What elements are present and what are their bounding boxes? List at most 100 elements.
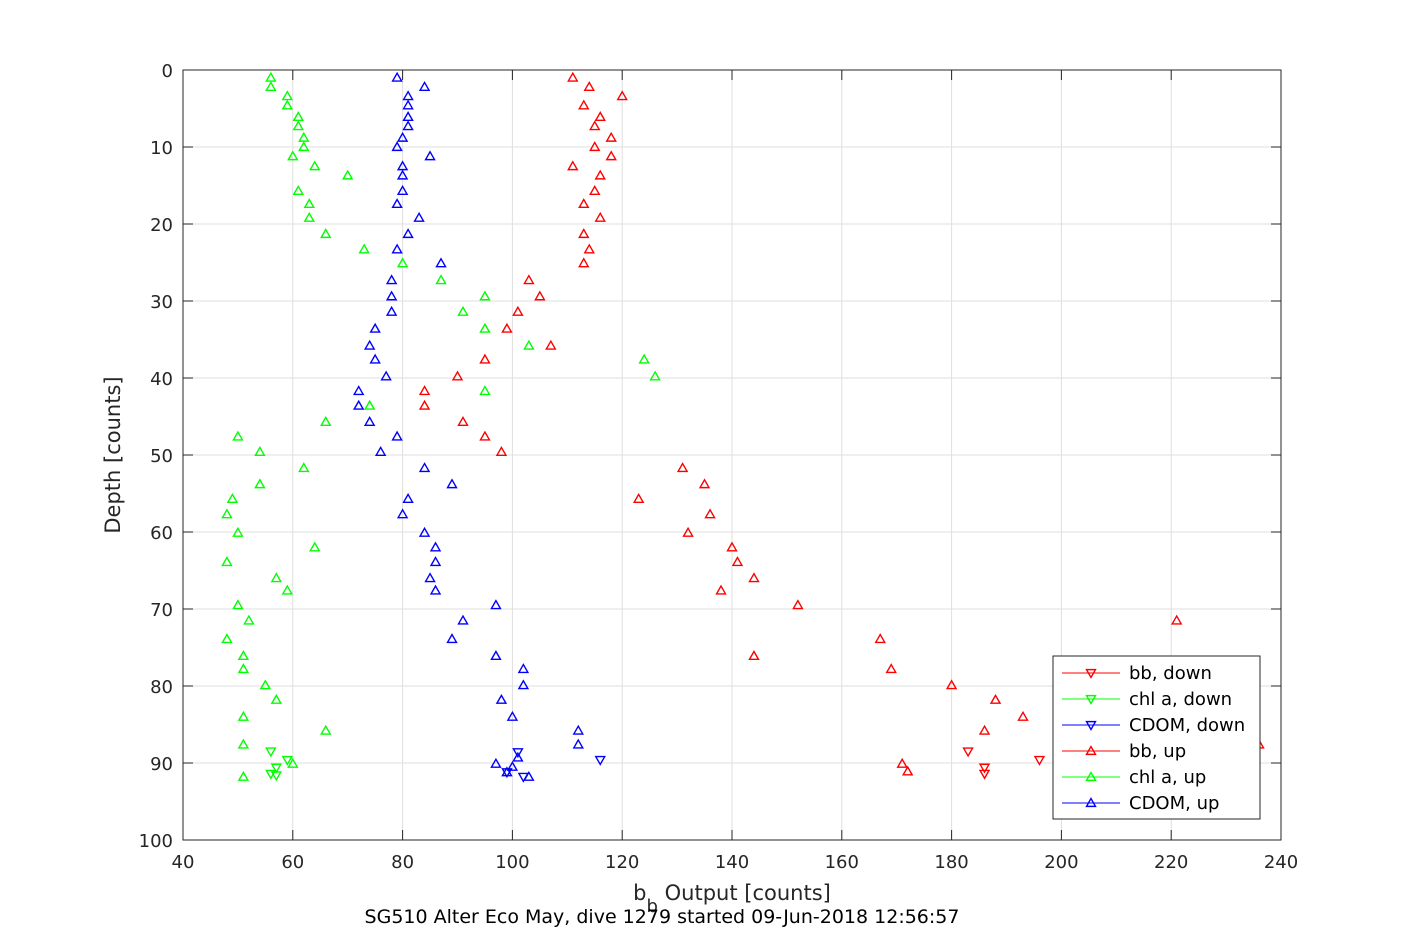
- data-point: [583, 243, 595, 254]
- data-point: [281, 755, 294, 766]
- series-bb-down: [962, 747, 1046, 780]
- data-point: [352, 399, 365, 410]
- data-point: [396, 508, 409, 519]
- data-point: [298, 141, 310, 152]
- data-point: [287, 757, 299, 768]
- data-point: [287, 150, 299, 161]
- data-point: [457, 415, 469, 426]
- data-point: [391, 71, 403, 82]
- data-point: [396, 184, 409, 195]
- legend-label: bb, up: [1129, 741, 1186, 762]
- data-point: [385, 274, 398, 285]
- data-point: [501, 766, 513, 777]
- data-point: [374, 446, 387, 456]
- x-tick-label: 140: [715, 852, 749, 873]
- legend-box: [1052, 655, 1261, 820]
- data-point: [874, 633, 886, 644]
- data-point: [572, 724, 584, 735]
- data-point: [221, 508, 233, 519]
- data-point: [490, 650, 502, 661]
- data-point: [1033, 755, 1046, 766]
- data-point: [698, 478, 711, 489]
- data-point: [523, 274, 535, 285]
- data-point: [418, 526, 431, 537]
- data-point: [978, 763, 991, 774]
- legend-marker: [1085, 720, 1097, 731]
- data-point: [363, 399, 376, 410]
- data-point: [320, 415, 332, 426]
- y-axis-ticks: 0 10 20 30 40 50 60 70 80 90 100: [139, 61, 1281, 852]
- data-point: [583, 81, 595, 92]
- data-point: [506, 710, 519, 721]
- data-point: [221, 556, 233, 567]
- data-point: [605, 150, 617, 161]
- data-point: [567, 160, 579, 171]
- legend-label: chl a, down: [1129, 689, 1232, 710]
- data-point: [534, 290, 546, 301]
- data-point: [418, 462, 431, 473]
- data-point: [748, 650, 760, 661]
- legend-marker: [1085, 797, 1097, 808]
- data-point: [270, 763, 283, 774]
- data-markers: [221, 71, 1265, 783]
- data-point: [413, 211, 425, 222]
- x-tick-label: 220: [1154, 852, 1188, 873]
- data-point: [578, 228, 590, 239]
- data-point: [978, 724, 991, 735]
- data-point: [402, 228, 414, 239]
- data-point: [270, 572, 283, 583]
- data-point: [512, 751, 524, 762]
- data-point: [237, 650, 250, 661]
- data-point: [352, 385, 365, 396]
- data-point: [270, 771, 283, 782]
- data-point: [649, 370, 661, 381]
- data-point: [424, 150, 436, 161]
- legend-label: bb, down: [1129, 663, 1212, 684]
- y-tick-label: 90: [150, 754, 173, 775]
- data-point: [391, 430, 403, 441]
- data-point: [265, 81, 277, 92]
- data-point: [506, 760, 519, 771]
- data-point: [896, 757, 908, 768]
- x-axis-label: bb Output [counts]: [633, 881, 831, 917]
- data-point: [715, 584, 727, 595]
- data-point: [402, 492, 414, 503]
- data-point: [320, 724, 332, 735]
- data-point: [402, 99, 414, 110]
- x-tick-label: 240: [1264, 852, 1298, 873]
- data-point: [885, 663, 897, 674]
- data-point: [298, 462, 310, 473]
- data-point: [281, 99, 294, 110]
- data-point: [676, 462, 689, 473]
- data-point: [517, 679, 530, 690]
- data-point: [363, 339, 376, 350]
- legend-label: chl a, up: [1129, 767, 1206, 788]
- y-tick-label: 60: [150, 523, 173, 544]
- data-point: [446, 633, 458, 644]
- legend: bb, down chl a, down CDOM, down bb, up chl a…: [1052, 655, 1261, 820]
- y-tick-label: 10: [150, 138, 173, 159]
- y-axis-label: Depth [counts]: [101, 376, 125, 533]
- data-point: [748, 572, 760, 583]
- series-cdom-up: [352, 71, 584, 781]
- x-axis-label-rest: Output [counts]: [658, 881, 831, 905]
- data-point: [259, 679, 272, 690]
- data-point: [572, 738, 584, 749]
- series-chl-a-up: [221, 71, 661, 781]
- data-point: [226, 492, 239, 503]
- data-point: [1017, 710, 1029, 721]
- series-bb-up: [418, 71, 1265, 776]
- data-point: [435, 257, 447, 268]
- data-point: [309, 541, 321, 552]
- legend-entry: chl a, up: [1062, 767, 1206, 788]
- data-point: [418, 385, 431, 396]
- data-point: [254, 446, 266, 456]
- data-point: [490, 757, 502, 768]
- x-axis-ticks: 40 60 80 100 120 140 160 180 200 220 240: [172, 70, 1298, 873]
- data-point: [594, 211, 606, 222]
- data-point: [243, 614, 255, 625]
- data-point: [512, 748, 524, 759]
- data-point: [1170, 614, 1183, 625]
- data-point: [418, 81, 431, 92]
- y-tick-label: 80: [150, 677, 173, 698]
